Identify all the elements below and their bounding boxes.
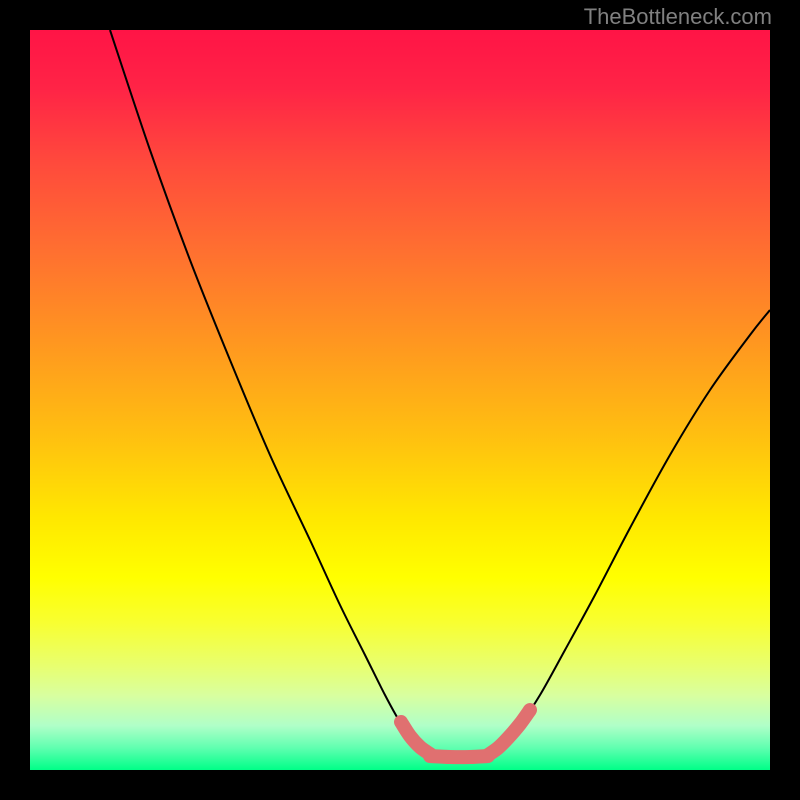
highlight-segment-left — [401, 722, 430, 754]
chart-outer-frame: TheBottleneck.com — [0, 0, 800, 800]
highlight-segment-right — [488, 710, 530, 755]
plot-area — [30, 30, 770, 770]
watermark-text: TheBottleneck.com — [584, 4, 772, 30]
highlight-segment-bottom — [430, 756, 488, 757]
bottleneck-curve — [110, 30, 770, 756]
curve-layer — [30, 30, 770, 770]
